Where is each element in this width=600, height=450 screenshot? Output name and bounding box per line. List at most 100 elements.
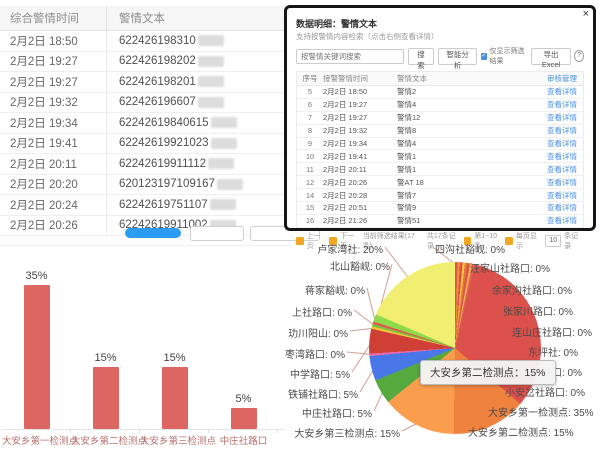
cell-time: 2月2日 19:34 — [323, 139, 368, 148]
search-button[interactable]: 搜索 — [407, 47, 435, 70]
page-prev-icon[interactable] — [296, 236, 304, 245]
view-detail-link[interactable]: 查看详情 — [547, 126, 577, 136]
page-icon-2[interactable] — [505, 236, 513, 245]
col-text: 警情文本 — [397, 74, 427, 83]
bar-value-label: 15% — [94, 352, 117, 365]
pie-label: 枣湾路口: 0% — [284, 350, 345, 361]
table-row[interactable]: 8 2月2日 19:32 警情8 查看详情 — [297, 125, 583, 138]
redaction-blur — [197, 55, 224, 67]
analyze-button[interactable]: 智能分析 — [438, 47, 477, 70]
close-icon[interactable]: × — [582, 8, 589, 20]
cell-text: 警情1 — [397, 151, 417, 161]
table-row[interactable]: 2月2日 19:27 622426198202 — [0, 51, 284, 72]
scrollbar-thumb[interactable] — [125, 228, 181, 238]
dialog-table-body: 5 2月2日 18:50 警情2 查看详情 6 2月2日 19:27 警情4 查看详情 7 2月2… — [297, 86, 583, 228]
table-row[interactable]: 2月2日 19:41 62242619921023 — [0, 133, 284, 154]
bar[interactable] — [92, 367, 119, 429]
cell-time: 2月2日 18:50 — [323, 87, 368, 97]
page-size-input[interactable]: 10 — [545, 234, 562, 247]
redaction-blur — [197, 76, 224, 88]
cell-no: 16 — [305, 216, 315, 226]
next-label[interactable]: 下一页 — [339, 232, 354, 250]
cell-text: 警情4 — [397, 139, 417, 148]
bar-category-label: 大安乡第二检测点 — [71, 436, 148, 447]
dialog-table-header: 序号 接警警情时间 警情文本 审核管理 — [297, 72, 583, 86]
view-detail-link[interactable]: 查看详情 — [547, 100, 577, 110]
checkbox-label: 仅显示筛选结果 — [489, 48, 525, 65]
view-detail-link[interactable]: 查看详情 — [547, 216, 577, 226]
prev-label[interactable]: 上一页 — [306, 232, 321, 250]
cell-time: 2月2日 19:32 — [10, 97, 78, 110]
total-records: 共17条记录 — [426, 232, 456, 250]
bar-category-label: 大安乡第一检测点 — [2, 436, 79, 447]
table-row[interactable]: 7 2月2日 19:27 警情12 查看详情 — [297, 112, 583, 125]
view-detail-link[interactable]: 查看详情 — [547, 203, 577, 213]
table-row[interactable]: 14 2月2日 20:28 警情7 查看详情 — [297, 189, 583, 203]
export-button[interactable]: 导出Excel — [530, 47, 572, 69]
table-row[interactable]: 2月2日 19:32 622426196607 — [0, 92, 284, 113]
view-detail-link[interactable]: 查看详情 — [547, 190, 577, 200]
alert-list-dialog: × 数据明细：警情文本 支持按警情内容检索（点击右侧查看详情） 搜索 智能分析 … — [284, 5, 596, 250]
pie-chart[interactable] — [369, 262, 541, 434]
pie-chart-panel: 卢家湾社: 20% 北山豁岘: 0% 蒋家豁岘: 0% 上社路口: 0% 玏川阳山: 0… — [285, 233, 600, 450]
cell-time: 2月2日 20:51 — [323, 203, 368, 213]
cell-time: 2月2日 19:27 — [10, 56, 78, 69]
table-row[interactable]: 2月2日 19:27 622426198201 — [0, 72, 284, 93]
bar[interactable] — [161, 367, 188, 429]
page-icon-1[interactable] — [463, 236, 472, 245]
checkbox-icon[interactable]: ✓ — [481, 52, 487, 60]
table-row[interactable]: 12 2月2日 20:26 警AT 18 查看详情 — [297, 176, 583, 190]
pie-label: 余家沟社路口: 0% — [492, 286, 573, 297]
dialog-title: 数据明细：警情文本 — [296, 19, 378, 29]
table-row[interactable]: 5 2月2日 18:50 警情2 查看详情 — [297, 86, 583, 99]
cell-time: 2月2日 19:34 — [10, 117, 78, 130]
table-row[interactable]: 11 2月2日 20:11 警情1 查看详情 — [297, 163, 583, 177]
view-detail-link[interactable]: 查看详情 — [547, 87, 577, 97]
table-row[interactable]: 2月2日 18:50 622426198310 — [0, 31, 284, 52]
col-no: 序号 — [302, 74, 318, 83]
table-row[interactable]: 15 2月2日 20:51 警情9 查看详情 — [297, 202, 583, 215]
cell-text: 62242619751107 — [106, 195, 284, 215]
bar-group: 35% 大安乡第一检测点 — [2, 246, 79, 447]
bar-value-label: 15% — [163, 352, 186, 365]
page-next-icon[interactable] — [329, 236, 337, 245]
bar[interactable] — [230, 408, 257, 429]
view-detail-link[interactable]: 查看详情 — [547, 113, 577, 123]
table-row[interactable]: 9 2月2日 19:34 警情4 查看详情 — [297, 138, 583, 151]
control-box-1[interactable] — [190, 226, 244, 241]
table-row[interactable]: 16 2月2日 21:26 警情51 查看详情 — [297, 215, 583, 228]
table-row[interactable]: 2月2日 20:11 62242619911112 — [0, 154, 284, 175]
view-detail-link[interactable]: 查看详情 — [547, 177, 577, 187]
pie-label: 上社路口: 0% — [291, 308, 352, 319]
table-row[interactable]: 2月2日 20:20 620123197109167 — [0, 174, 284, 195]
id-number: 622426198310 — [119, 34, 196, 47]
id-number: 622426198201 — [119, 75, 196, 88]
table-row[interactable]: 2月2日 19:34 62242619840615 — [0, 113, 284, 134]
view-detail-link[interactable]: 查看详情 — [547, 139, 577, 148]
alert-table-panel: 综合警情时间 警情文本 2月2日 18:50 622426198310 2月2日 1… — [0, 6, 284, 236]
id-number: 622426198202 — [119, 55, 196, 68]
pie-label: 玏川阳山: 0% — [287, 329, 348, 340]
view-detail-link[interactable]: 查看详情 — [547, 164, 577, 174]
bar-category-label: 大安乡第三检测点 — [140, 436, 217, 447]
view-detail-link[interactable]: 查看详情 — [547, 151, 577, 161]
pie-label: 连山庄社路口: 0% — [512, 328, 593, 339]
bar[interactable] — [23, 284, 50, 429]
help-icon[interactable]: ? — [574, 50, 584, 62]
table-row[interactable]: 6 2月2日 19:27 警情4 查看详情 — [297, 99, 583, 112]
pie-label: 东坪社: 0% — [528, 348, 579, 359]
table-row[interactable]: 10 2月2日 19:41 警情1 查看详情 — [297, 150, 583, 164]
pie-label: 大安乡第三检测点: 15% — [294, 429, 400, 440]
table-row[interactable]: 2月2日 20:24 62242619751107 — [0, 195, 284, 216]
cell-no: 10 — [305, 151, 315, 161]
dialog-toolbar: 搜索 智能分析 ✓ 仅显示筛选结果 导出Excel ? — [296, 46, 584, 70]
cell-time: 2月2日 19:27 — [10, 76, 78, 89]
cell-text: 622426198201 — [106, 72, 284, 92]
cell-no: 15 — [305, 203, 315, 213]
cell-time: 2月2日 19:27 — [323, 113, 368, 123]
search-input[interactable] — [296, 48, 404, 64]
dialog-table: 序号 接警警情时间 警情文本 审核管理 5 2月2日 18:50 警情2 查看详情 6 2… — [296, 71, 584, 228]
filter-info: 当前筛选结果(17条) — [362, 232, 415, 250]
pagination-bar: 上一页 下一页 当前筛选结果(17条) 共17条记录 第1~10条 每页显示 1… — [296, 231, 584, 251]
cell-time: 2月2日 20:11 — [323, 164, 367, 174]
